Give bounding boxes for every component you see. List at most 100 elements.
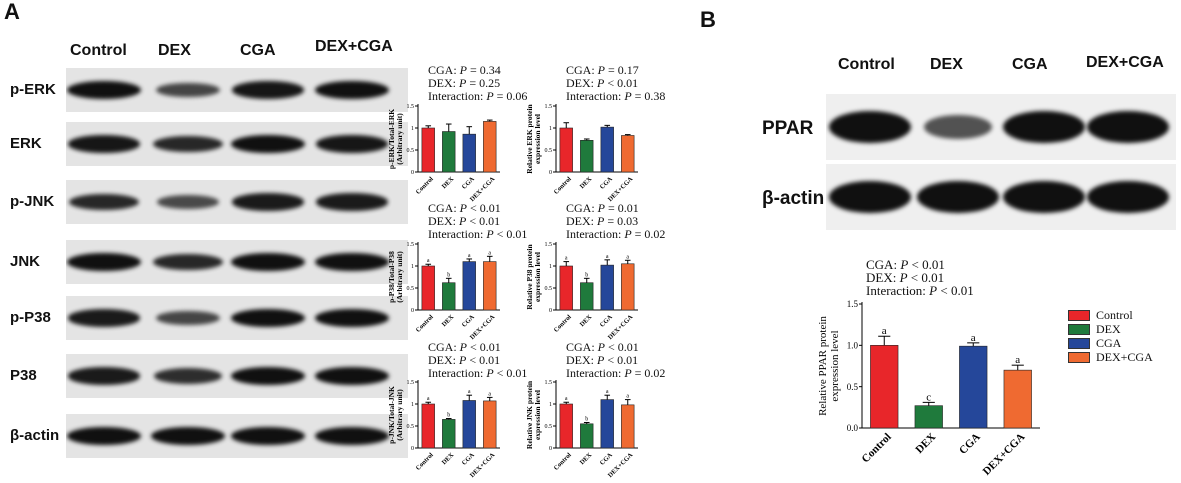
bar-dex xyxy=(442,131,456,173)
lane-header-dex-cga: DEX+CGA xyxy=(315,38,393,55)
stat-line: CGA: P = 0.34 xyxy=(428,63,501,77)
blot-row-label: PPAR xyxy=(762,118,814,139)
protein-band xyxy=(67,253,141,271)
blot-strip xyxy=(826,94,1176,160)
protein-band xyxy=(231,253,305,271)
protein-band xyxy=(153,368,223,384)
protein-band xyxy=(153,135,223,153)
protein-band xyxy=(1087,111,1169,143)
significance-letter: a xyxy=(565,396,568,402)
bar-control xyxy=(870,345,899,429)
protein-band xyxy=(829,111,911,143)
y-tick-label: 1.0 xyxy=(847,340,859,350)
legend-item-dex: DEX xyxy=(1068,322,1153,336)
legend-swatch xyxy=(1068,337,1090,349)
significance-letter: a xyxy=(488,391,491,397)
blot-strip xyxy=(66,296,408,340)
protein-band xyxy=(315,253,389,271)
bar-control xyxy=(559,127,573,173)
x-tick-label: DEX xyxy=(441,451,456,466)
stat-line: Interaction: P < 0.01 xyxy=(428,227,528,241)
y-tick-label: 0 xyxy=(549,170,552,176)
significance-letter: a xyxy=(427,258,430,264)
blot-row-label: P38 xyxy=(10,367,37,384)
y-tick-label: 1.5 xyxy=(545,242,553,248)
x-tick-label: DEX xyxy=(441,313,456,328)
y-tick-label: 1 xyxy=(549,264,552,270)
stats-p-jnk: CGA: P < 0.01 DEX: P < 0.01 Interaction:… xyxy=(428,341,527,380)
stat-line: DEX: P < 0.01 xyxy=(428,214,501,228)
bar-cga xyxy=(600,399,614,449)
significance-letter: c xyxy=(926,391,931,403)
y-tick-label: 1.5 xyxy=(847,299,859,309)
protein-band xyxy=(316,193,388,211)
stats-p-p38: CGA: P < 0.01 DEX: P < 0.01 Interaction:… xyxy=(428,202,527,241)
bar-dex-cga xyxy=(621,263,635,311)
blot-row-label: ERK xyxy=(10,135,42,152)
bar-dex xyxy=(442,282,456,311)
significance-letter: a xyxy=(427,396,430,402)
legend-label: DEX xyxy=(1096,321,1121,336)
bar-dex-cga xyxy=(1003,369,1032,429)
y-axis-label: Relative JNK proteinexpression level xyxy=(525,380,542,449)
stat-line: DEX: P < 0.01 xyxy=(566,353,639,367)
stat-line: DEX: P < 0.01 xyxy=(428,353,501,367)
y-tick-label: 0.5 xyxy=(847,382,859,392)
x-tick-label: CGA xyxy=(599,451,614,466)
protein-band xyxy=(155,310,220,326)
protein-band xyxy=(315,81,389,99)
bar-chart-ppar: 0.0 0.5 1.0 1.5 Relative PPAR proteinexpress… xyxy=(817,299,1040,478)
bar-chart-p-erk: 0 0.5 1 1.5p-ERK/Total-ERK(Arbitrary unit) C… xyxy=(387,104,500,203)
stats-jnk: CGA: P < 0.01 DEX: P < 0.01 Interaction:… xyxy=(566,341,665,380)
bar-dex xyxy=(914,405,943,429)
significance-letter: b xyxy=(447,272,450,278)
stat-line: DEX: P < 0.01 xyxy=(566,76,639,90)
x-tick-label: Control xyxy=(415,314,435,334)
legend-label: Control xyxy=(1096,307,1133,322)
protein-band xyxy=(68,309,140,327)
x-tick-label: CGA xyxy=(599,313,614,328)
x-tick-label: Control xyxy=(553,176,573,196)
x-tick-label: Control xyxy=(415,176,435,196)
bar-control xyxy=(559,265,573,311)
bar-dex-cga xyxy=(483,261,497,311)
bar-control xyxy=(421,403,435,449)
y-tick-label: 0.5 xyxy=(407,148,415,154)
protein-band xyxy=(829,181,911,213)
legend-swatch xyxy=(1068,351,1090,363)
y-tick-label: 1 xyxy=(549,126,552,132)
x-tick-label: CGA xyxy=(461,451,476,466)
stats-ppar: CGA: P < 0.01 DEX: P < 0.01 Interaction:… xyxy=(866,258,974,297)
stat-line: Interaction: P = 0.38 xyxy=(566,89,666,103)
bar-dex xyxy=(580,140,594,173)
stat-line: DEX: P = 0.03 xyxy=(566,214,639,228)
lane-header-cga: CGA xyxy=(240,42,276,59)
protein-band xyxy=(1003,111,1085,143)
bar-dex xyxy=(580,423,594,449)
stat-line: CGA: P < 0.01 xyxy=(428,201,501,215)
x-tick-label: Control xyxy=(415,452,435,472)
x-tick-label: DEX xyxy=(579,313,594,328)
y-tick-label: 0 xyxy=(549,308,552,314)
bar-dex-cga xyxy=(483,400,497,449)
stats-erk: CGA: P = 0.17 DEX: P < 0.01 Interaction:… xyxy=(566,64,665,103)
chart-legend: Control DEX CGA DEX+CGA xyxy=(1068,308,1153,364)
bar-control xyxy=(559,403,573,449)
bar-chart-p-jnk: 0 0.5 1 1.5p-JNK/Total-JNK(Arbitrary unit) a… xyxy=(387,380,500,479)
x-tick-label: CGA xyxy=(599,175,614,190)
y-tick-label: 0.5 xyxy=(545,148,553,154)
x-tick-label: DEX xyxy=(579,451,594,466)
stat-line: Interaction: P = 0.02 xyxy=(566,366,666,380)
y-tick-label: 1 xyxy=(411,264,414,270)
lane-header-control: Control xyxy=(838,56,895,73)
bar-cga xyxy=(600,264,614,311)
blot-row-label: JNK xyxy=(10,253,41,270)
y-tick-label: 0.5 xyxy=(545,286,553,292)
significance-letter: a xyxy=(882,325,887,337)
y-tick-label: 1.5 xyxy=(545,380,553,386)
protein-band xyxy=(67,135,141,153)
x-tick-label: CGA xyxy=(461,175,476,190)
y-tick-label: 0 xyxy=(411,446,414,452)
